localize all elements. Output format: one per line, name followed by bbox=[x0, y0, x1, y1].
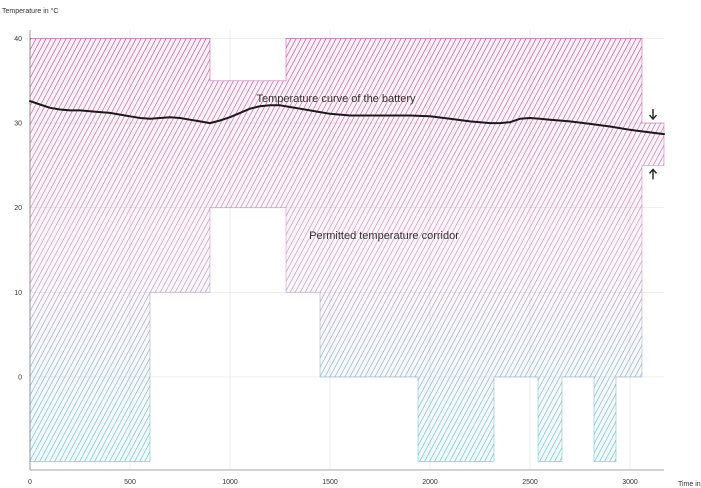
y-tick-label: 10 bbox=[14, 290, 22, 297]
x-tick-label: 1000 bbox=[222, 479, 238, 486]
corridor-fill bbox=[30, 38, 664, 462]
series-layer bbox=[29, 100, 665, 136]
y-tick-label: 20 bbox=[14, 205, 22, 212]
x-tick-label: 2000 bbox=[422, 479, 438, 486]
annotation-1: Permitted temperature corridor bbox=[309, 230, 459, 242]
corridor-outline bbox=[29, 38, 665, 462]
x-tick-label: 0 bbox=[28, 479, 32, 486]
y-axis-title: Temperature in °C bbox=[2, 7, 59, 15]
temperature-corridor bbox=[29, 38, 665, 462]
axes bbox=[29, 30, 664, 471]
annotation-0: Temperature curve of the battery bbox=[257, 93, 416, 105]
x-axis-title: Time in bbox=[678, 481, 701, 488]
battery-temperature-line bbox=[29, 100, 665, 136]
arrow-down-head-icon bbox=[648, 114, 658, 121]
x-tick-label: 500 bbox=[124, 479, 136, 486]
tick-labels: 0 500 1000 1500 2000 2500 3000 0 10 20 30 40 bbox=[14, 36, 638, 486]
arrow-up-head-icon bbox=[648, 168, 658, 174]
y-tick-label: 40 bbox=[14, 36, 22, 43]
x-tick-label: 1500 bbox=[322, 479, 338, 486]
y-tick-label: 0 bbox=[18, 374, 22, 381]
annotations: Temperature curve of the battery Permitte… bbox=[257, 93, 460, 242]
y-tick-label: 30 bbox=[14, 121, 22, 128]
x-tick-label: 3000 bbox=[622, 479, 638, 486]
tolerance-arrows bbox=[648, 109, 658, 180]
x-tick-label: 2500 bbox=[522, 479, 538, 486]
